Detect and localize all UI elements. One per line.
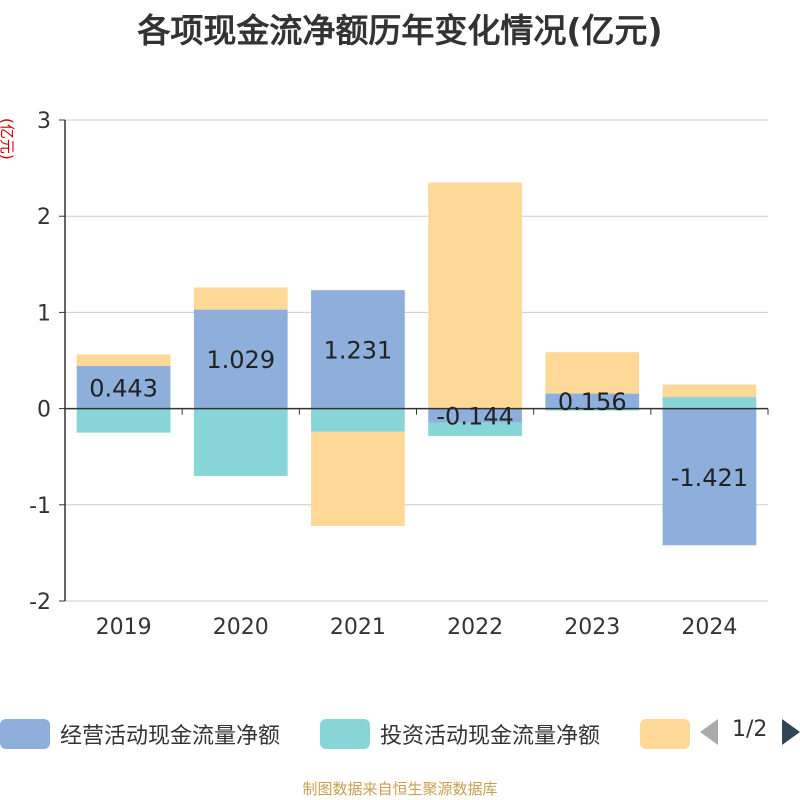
legend-item-operating[interactable]: 经营活动现金流量净额: [0, 717, 280, 751]
legend-item-financing[interactable]: [640, 717, 700, 751]
bar-0-2024[interactable]: [662, 408, 757, 546]
legend-next-page-icon[interactable]: [782, 719, 800, 745]
x-tick-label: 2020: [213, 615, 269, 640]
y-tick-label: -2: [29, 590, 51, 615]
data-labels: 0.443 1.029 1.231 -0.144 0.156 -1.421: [89, 336, 748, 492]
y-axis-unit-label: (亿元): [0, 118, 16, 160]
data-label: -1.421: [671, 464, 748, 492]
legend-label-operating: 经营活动现金流量净额: [60, 724, 281, 749]
legend-prev-page-icon[interactable]: [700, 719, 718, 745]
x-tick-label: 2024: [681, 615, 737, 640]
legend-page-indicator: 1/2: [732, 717, 768, 742]
y-tick-label: -1: [29, 494, 51, 519]
bar-2-2022[interactable]: [428, 182, 522, 409]
y-tick-label: 2: [37, 205, 51, 230]
x-tick-label: 2022: [447, 615, 503, 640]
bar-1-2023[interactable]: [545, 408, 640, 411]
x-tick-label: 2023: [564, 615, 620, 640]
y-tick-label: 0: [37, 398, 51, 423]
source-note: 制图数据来自恒生聚源数据库: [302, 780, 498, 798]
chart-title: 各项现金流净额历年变化情况(亿元): [137, 11, 663, 50]
bar-2-2020[interactable]: [193, 287, 288, 310]
x-tick-label: 2021: [330, 615, 386, 640]
bar-1-2019[interactable]: [76, 408, 171, 433]
bar-0-2021[interactable]: [311, 290, 405, 409]
bar-0-2022[interactable]: [428, 408, 522, 423]
bar-2-2021[interactable]: [311, 431, 405, 526]
y-tick-label: 3: [37, 109, 51, 134]
bar-0-2023[interactable]: [545, 393, 640, 409]
x-tick-label: 2019: [96, 615, 152, 640]
bar-1-2024[interactable]: [662, 397, 757, 409]
bar-0-2019[interactable]: [76, 365, 171, 409]
data-label: 0.443: [89, 374, 158, 402]
axes: 3 2 1 0 -1 -2 2019 2020 2021 2022 2023 2024: [29, 109, 769, 640]
bar-2-2024[interactable]: [662, 384, 757, 398]
bar-1-2022[interactable]: [428, 422, 522, 436]
bar-1-2021[interactable]: [311, 408, 405, 432]
data-label: 1.231: [324, 336, 393, 364]
legend-swatch-investing: [320, 719, 370, 749]
bar-1-2020[interactable]: [193, 408, 288, 476]
bar-group: [76, 182, 757, 546]
bar-2-2023[interactable]: [545, 352, 640, 394]
bar-2-2019[interactable]: [76, 354, 171, 366]
legend-swatch-financing: [640, 719, 690, 749]
legend-item-investing[interactable]: 投资活动现金流量净额: [320, 717, 600, 751]
y-tick-label: 1: [37, 301, 51, 326]
data-label: 0.156: [558, 388, 627, 416]
legend-label-investing: 投资活动现金流量净额: [380, 724, 601, 749]
data-label: 1.029: [206, 346, 275, 374]
legend-swatch-operating: [0, 719, 50, 749]
bar-0-2020[interactable]: [193, 309, 288, 409]
data-label: -0.144: [436, 403, 513, 431]
